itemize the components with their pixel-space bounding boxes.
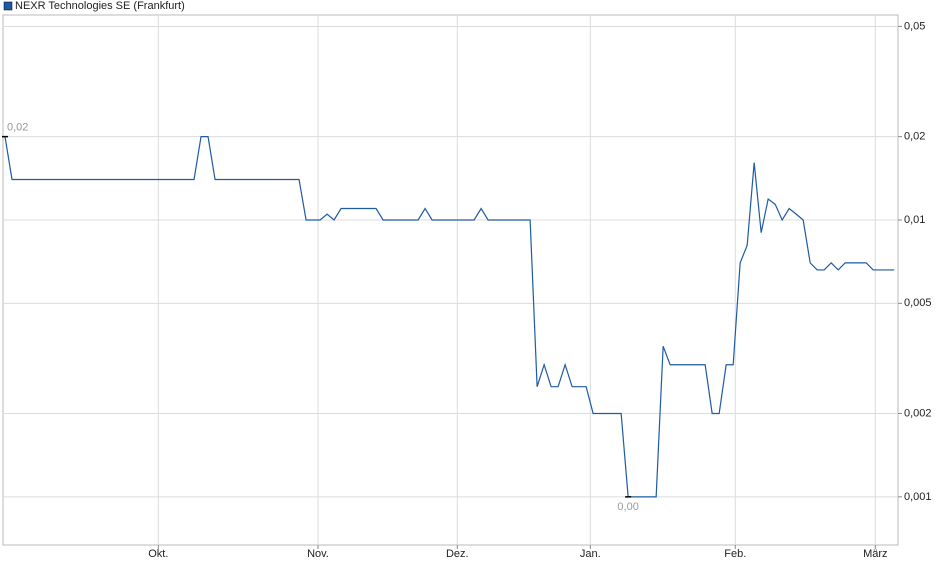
x-tick-label: März [863,548,887,560]
annotation: 0,00 [617,501,638,513]
price-line [4,136,895,498]
y-tick-label: 0,01 [904,214,925,226]
y-tick-label: 0,001 [904,491,932,503]
x-tick-label: Nov. [307,548,329,560]
legend-label: NEXR Technologies SE (Frankfurt) [15,0,185,12]
x-tick-label: Okt. [148,548,168,560]
y-tick-label: 0,02 [904,131,925,143]
x-tick-label: Dez. [446,548,469,560]
annotation: 0,02 [7,122,28,134]
plot-frame [2,14,899,546]
y-tick-label: 0,002 [904,407,932,419]
y-tick-label: 0,005 [904,297,932,309]
legend-swatch [3,1,13,11]
y-tick-label: 0,05 [904,20,925,32]
x-tick-label: Jan. [580,548,601,560]
x-tick-label: Feb. [724,548,746,560]
